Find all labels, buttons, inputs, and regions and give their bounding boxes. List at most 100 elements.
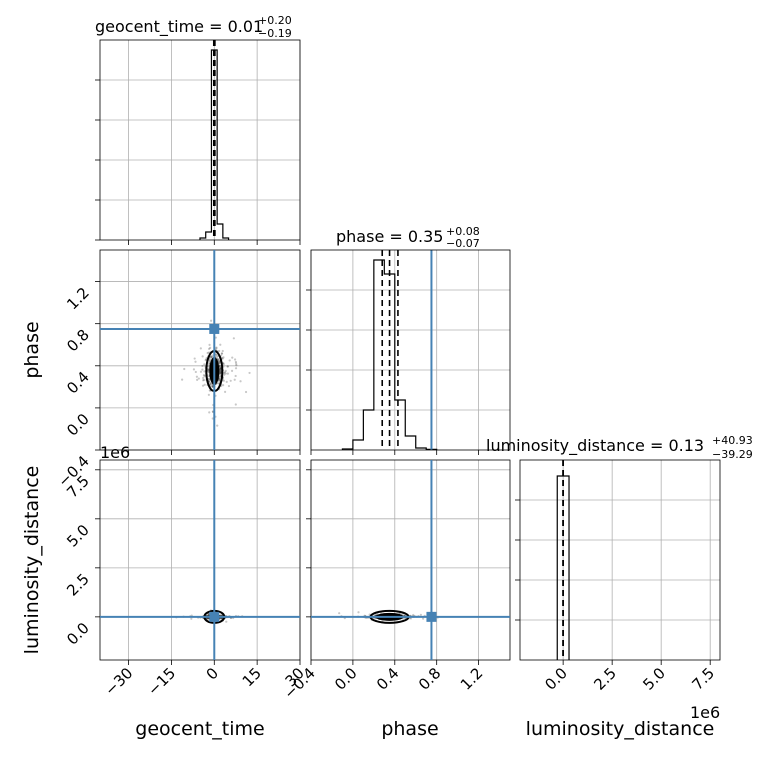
sample-point [201, 364, 204, 368]
title-geocent-time: geocent_time = 0.01 [95, 17, 263, 37]
panel-frame [310, 249, 511, 451]
sample-point [235, 362, 238, 365]
sample-point [422, 617, 425, 620]
sample-point [202, 376, 205, 380]
sample-point [218, 372, 222, 375]
x-tick-label: −15 [144, 664, 179, 699]
sample-point [203, 383, 206, 386]
sample-point [223, 371, 227, 374]
sample-point [207, 370, 210, 374]
panel-frame [310, 459, 511, 661]
sample-point [230, 369, 234, 372]
sample-point [199, 370, 203, 373]
sample-point [222, 362, 225, 365]
x-tick-label: 0.4 [373, 664, 403, 694]
sample-point [412, 613, 415, 617]
sample-point [208, 343, 211, 346]
y-tick-label: 0.0 [63, 410, 93, 440]
sample-point [231, 356, 234, 359]
sample-point [206, 351, 209, 355]
sample-point [208, 359, 211, 362]
hist-panel-geocent-time [95, 39, 301, 245]
sample-point [221, 357, 224, 360]
title-phase-main: phase = 0.35 [336, 227, 443, 246]
sample-point [218, 379, 221, 382]
x-tick-label: −30 [101, 664, 136, 699]
sample-point [203, 378, 206, 382]
y-tick-label: 5.0 [63, 521, 93, 551]
sample-point [203, 363, 206, 366]
scatter-samples [100, 250, 300, 450]
sample-point [226, 365, 230, 368]
sample-point [220, 352, 224, 355]
sample-point [226, 372, 229, 375]
scatter-panel-distance-vs-geocent-time: −30 −15 0 15 300.02.55.07.5 [63, 459, 308, 699]
sample-point [209, 346, 212, 349]
sample-point [201, 384, 205, 387]
title-geocent-time-main: geocent_time = 0.01 [95, 17, 263, 37]
x-tick-label: 7.5 [688, 664, 718, 694]
sample-point [216, 358, 220, 361]
sample-point [219, 368, 222, 371]
title-luminosity-distance: luminosity_distance = 0.13 [486, 436, 704, 456]
sample-point [218, 379, 221, 382]
sample-point [203, 375, 206, 378]
sample-point [210, 355, 214, 359]
sample-point [419, 613, 422, 616]
title-phase: phase = 0.35 [336, 227, 443, 246]
title-luminosity-distance-minus: −39.29 [712, 448, 753, 461]
sample-point [216, 424, 219, 427]
sample-point [193, 357, 196, 360]
sample-point [210, 382, 213, 386]
sample-point [244, 390, 248, 394]
sample-point [218, 364, 221, 368]
x-tick-label: 2.5 [590, 664, 620, 694]
sample-point [209, 381, 212, 384]
hist-panel-phase [306, 249, 511, 455]
sample-point [201, 355, 204, 358]
sample-point [214, 354, 218, 357]
sample-point [202, 374, 206, 377]
sample-point [218, 349, 221, 353]
panel-frame [99, 459, 301, 661]
scatter-samples [100, 460, 300, 660]
sample-point [217, 359, 221, 363]
x-tick-label: 0.0 [541, 664, 571, 694]
panel-frame [99, 249, 301, 451]
sample-point [209, 382, 212, 385]
sample-point [192, 368, 196, 371]
sample-point [203, 370, 206, 373]
sample-point [202, 379, 205, 382]
sample-point [222, 379, 225, 382]
sample-point [208, 411, 211, 414]
panel-frame [519, 459, 721, 661]
title-geocent-time-minus: −0.19 [258, 27, 292, 40]
sample-point [224, 372, 227, 375]
sample-point [196, 378, 199, 382]
sample-point [204, 359, 207, 362]
sample-point [209, 359, 212, 362]
sample-point [210, 385, 213, 388]
title-luminosity-distance-main: luminosity_distance = 0.13 [486, 436, 704, 456]
sample-point [235, 364, 238, 367]
sample-point [181, 378, 184, 381]
sample-point [228, 359, 231, 362]
y-tick-label: 0.8 [63, 326, 93, 356]
sample-point [183, 367, 186, 371]
xlabel-luminosity-distance: luminosity_distance [526, 718, 715, 740]
sample-point [218, 364, 222, 368]
title-geocent-time-plus: +0.20 [258, 14, 292, 27]
sample-point [207, 379, 211, 382]
sample-point [207, 362, 211, 365]
sample-point [222, 384, 225, 387]
sample-point [211, 384, 214, 388]
sample-point [223, 390, 227, 393]
panel-frame [99, 39, 301, 241]
sample-point [215, 353, 218, 356]
sample-point [207, 351, 210, 354]
y-tick-label: 2.5 [63, 570, 93, 600]
sample-point [234, 367, 238, 370]
sample-point [234, 360, 237, 364]
sample-point [222, 356, 225, 359]
sample-point [201, 368, 204, 371]
